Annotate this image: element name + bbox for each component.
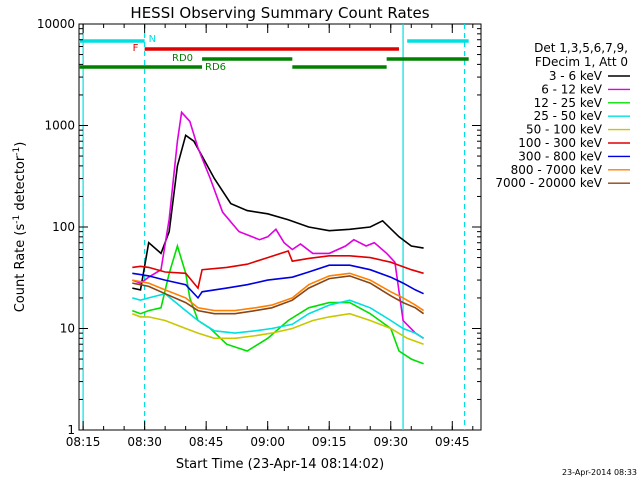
legend-label-2: 12 - 25 keV: [534, 96, 603, 110]
y-tick-label-2: 100: [52, 220, 75, 234]
legend-label-4: 50 - 100 keV: [526, 123, 603, 137]
y-axis-label-part2: detector: [13, 155, 28, 215]
legend-label-1: 6 - 12 keV: [541, 82, 603, 96]
vertical-markers: [82, 24, 466, 430]
x-tick-label-6: 09:45: [435, 435, 470, 449]
y-axis-label: Count Rate (s-1 detector-1): [12, 142, 28, 313]
x-tick-label-2: 08:45: [189, 435, 224, 449]
y-tick-label-3: 1000: [44, 119, 75, 133]
timestamp-footer: 23-Apr-2014 08:33: [562, 468, 637, 477]
flag-label-rd6: RD6: [205, 62, 226, 73]
y-axis-label-sup1: -1: [12, 215, 22, 224]
y-axis-label-part1: Count Rate (s: [13, 224, 28, 313]
y-tick-label-1: 10: [60, 322, 75, 336]
legend: Det 1,3,5,6,7,9, FDecim 1, Att 0 3 - 6 k…: [495, 41, 630, 190]
series-line-4: [132, 312, 424, 345]
legend-label-5: 100 - 300 keV: [518, 136, 602, 150]
series-line-1: [132, 110, 425, 339]
x-tick-label-4: 09:15: [312, 435, 347, 449]
series-line-8: [132, 275, 425, 315]
plot-frame: [78, 23, 482, 431]
y-axis: 1 10 100 1000 10000: [37, 17, 481, 437]
legend-label-8: 7000 - 20000 keV: [495, 176, 602, 190]
legend-label-3: 25 - 50 keV: [534, 109, 603, 123]
series-line-6: [132, 264, 424, 300]
legend-label-6: 300 - 800 keV: [518, 149, 602, 163]
y-tick-label-0: 1: [67, 423, 75, 437]
legend-label-0: 3 - 6 keV: [549, 69, 603, 83]
flag-label-n: N: [149, 34, 156, 45]
x-tick-label-1: 08:30: [127, 435, 162, 449]
x-axis: 08:15 08:30 08:45 09:00 09:15 09:30 09:45: [66, 24, 474, 449]
x-tick-label-0: 08:15: [66, 435, 101, 449]
y-tick-label-4: 10000: [37, 17, 75, 31]
series-line-7: [132, 272, 425, 312]
y-axis-label-sup2: -1: [12, 147, 22, 156]
flag-label-f: F: [133, 43, 139, 54]
legend-header-line2: FDecim 1, Att 0: [535, 55, 628, 69]
legend-label-7: 800 - 7000 keV: [511, 163, 603, 177]
x-tick-label-3: 09:00: [250, 435, 285, 449]
chart-title: HESSI Observing Summary Count Rates: [130, 4, 429, 22]
flag-label-rd0: RD0: [172, 53, 193, 64]
series-line-5: [132, 250, 424, 290]
legend-header-line1: Det 1,3,5,6,7,9,: [534, 41, 628, 55]
series-lines: [132, 110, 425, 365]
y-axis-label-part3: ): [13, 142, 28, 147]
flag-bars: NF: [79, 34, 469, 69]
x-axis-label: Start Time (23-Apr-14 08:14:02): [176, 457, 384, 472]
x-tick-label-5: 09:30: [373, 435, 408, 449]
